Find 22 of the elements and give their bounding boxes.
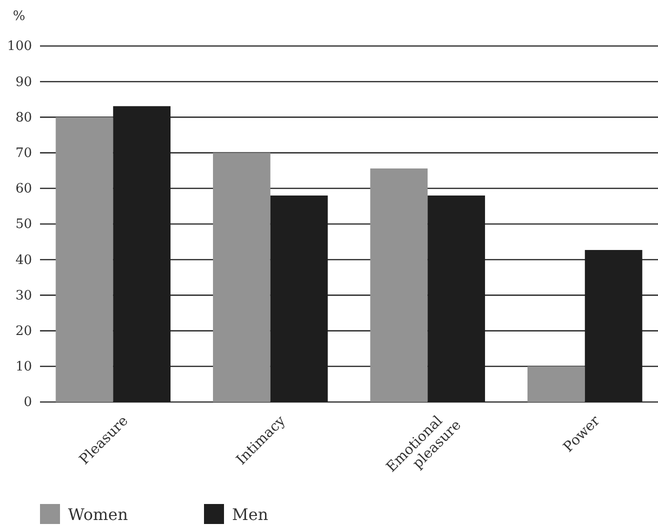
y-tick-label: 30 [15,288,32,304]
y-tick-label: 0 [24,395,32,410]
bar [428,196,486,402]
bar [270,196,328,402]
y-tick-label: 40 [15,252,32,268]
y-tick-label: 60 [15,182,32,197]
y-tick-label: 50 [15,217,32,232]
y-tick-label: 70 [15,146,32,161]
y-tick-label: 10 [15,360,32,375]
bar [584,250,642,402]
bar [212,152,270,402]
legend-label: Men [232,505,268,524]
y-tick-label: 90 [15,74,32,90]
bar [113,106,171,402]
bar [527,366,585,402]
y-tick-label: 20 [15,324,32,339]
bar [56,117,114,402]
legend-label: Women [68,505,128,524]
y-axis-title: % [12,9,26,24]
y-tick-label: 100 [7,39,32,54]
bar [370,168,428,402]
y-tick-label: 80 [15,110,32,126]
